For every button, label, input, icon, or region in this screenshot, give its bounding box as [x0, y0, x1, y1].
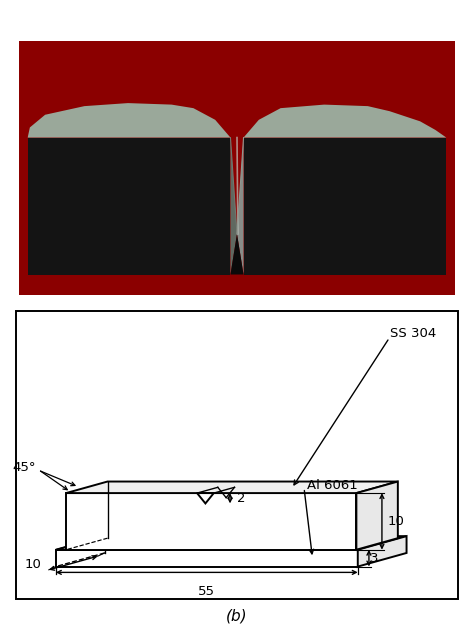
Polygon shape: [66, 493, 356, 550]
Polygon shape: [356, 482, 398, 550]
Polygon shape: [244, 105, 447, 138]
Polygon shape: [27, 138, 230, 275]
Text: 10: 10: [25, 558, 42, 571]
Polygon shape: [19, 41, 455, 295]
Polygon shape: [237, 138, 244, 275]
Polygon shape: [27, 103, 230, 138]
Text: 3: 3: [370, 552, 378, 565]
Polygon shape: [197, 493, 214, 503]
Polygon shape: [56, 536, 407, 550]
Polygon shape: [230, 138, 237, 275]
Text: 45°: 45°: [12, 461, 36, 474]
Polygon shape: [230, 234, 244, 275]
Polygon shape: [16, 311, 457, 599]
Text: SS 304: SS 304: [390, 327, 437, 340]
Text: 10: 10: [388, 515, 404, 528]
Polygon shape: [358, 536, 407, 567]
Text: 55: 55: [198, 585, 215, 598]
Text: Al 6061: Al 6061: [307, 479, 357, 492]
Text: (a): (a): [226, 310, 248, 325]
Polygon shape: [56, 550, 358, 567]
Text: 2: 2: [237, 492, 246, 505]
Polygon shape: [244, 138, 447, 275]
Polygon shape: [66, 482, 398, 493]
Text: (b): (b): [226, 609, 248, 624]
